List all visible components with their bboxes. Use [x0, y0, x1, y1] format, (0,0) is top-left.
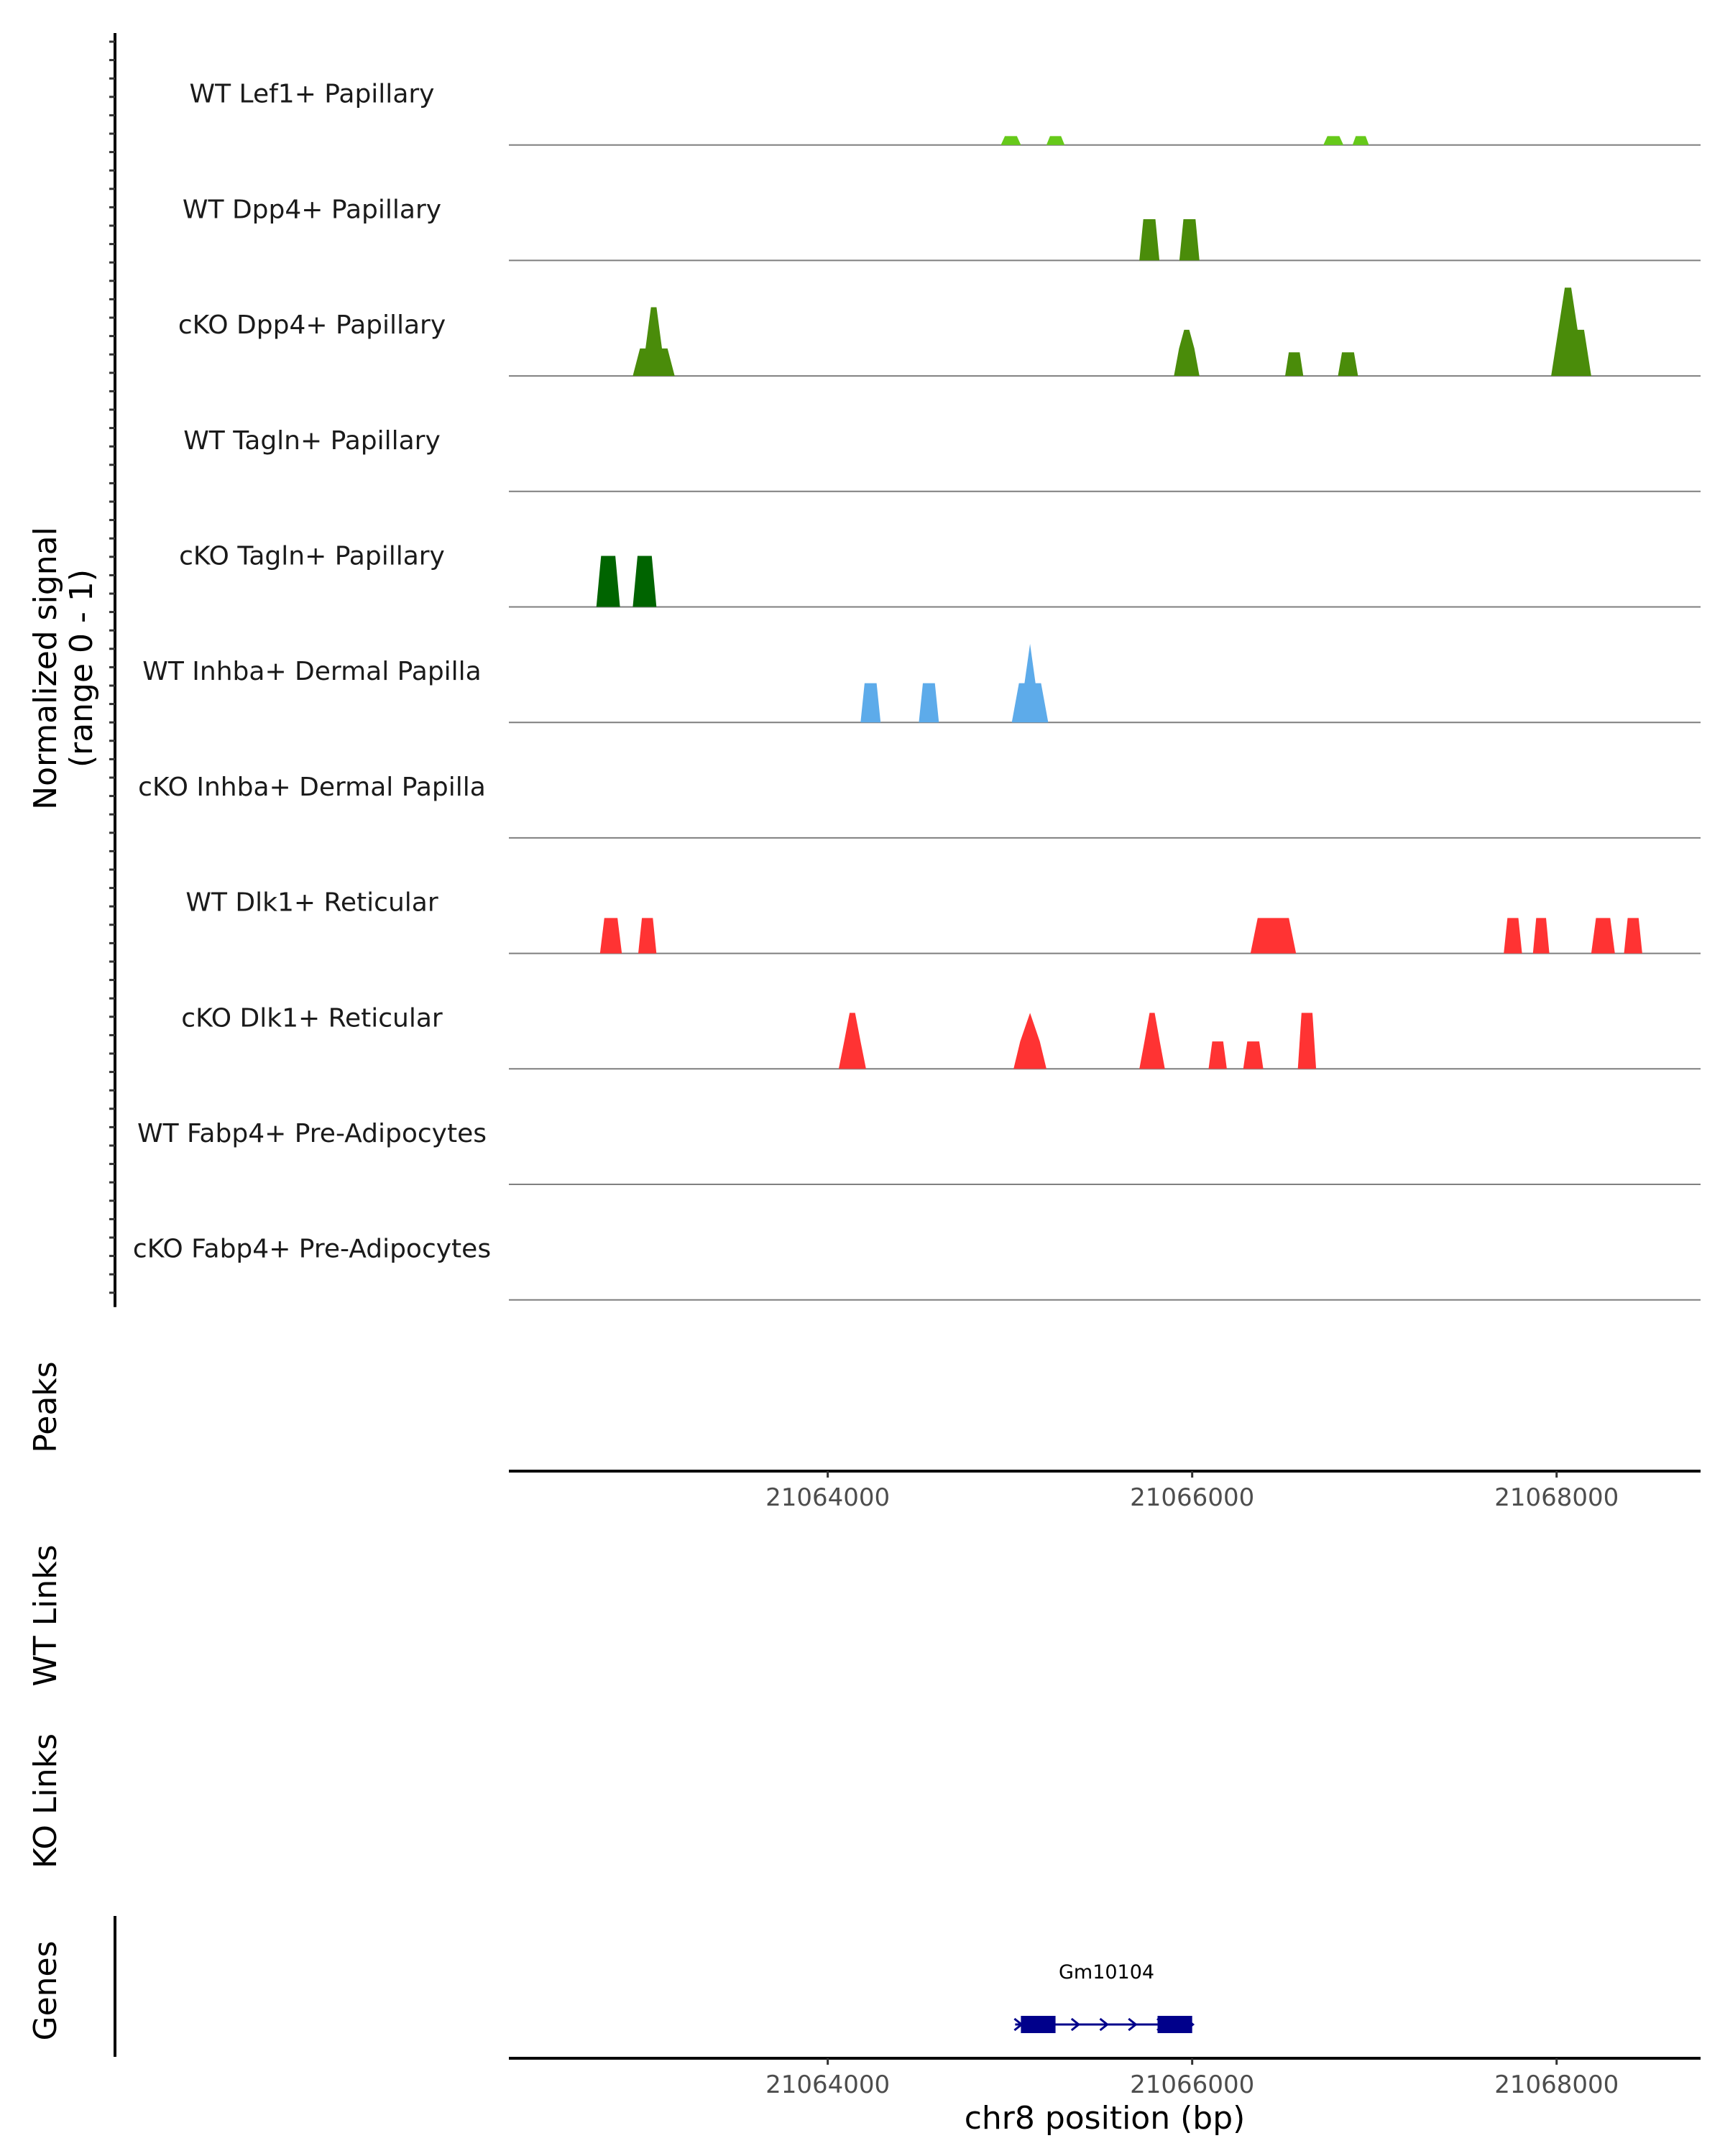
ko-links-track-label: KO Links	[27, 1733, 64, 1869]
wt-links-track-label: WT Links	[27, 1544, 64, 1686]
y-axis-title-line-1: Normalized signal	[27, 527, 64, 810]
coverage-peak	[1624, 918, 1642, 954]
coverage-peak	[1504, 918, 1522, 954]
coverage-peak	[638, 918, 657, 954]
peaks-track-label: Peaks	[27, 1361, 64, 1452]
coverage-peak	[1139, 1013, 1165, 1069]
x-axis-peaks: 21064000 21066000 21068000	[509, 1470, 1701, 1512]
coverage-peak	[1179, 219, 1200, 261]
y-axis-title-line-2: (range 0 - 1)	[63, 569, 100, 768]
coverage-peak	[1000, 136, 1021, 145]
coverage-peak	[599, 918, 622, 954]
strand-arrow	[1099, 2017, 1109, 2032]
gene-exon	[1157, 2016, 1192, 2033]
coverage-peak	[1011, 643, 1049, 723]
x-axis-bottom-tick-label: 21066000	[1130, 2070, 1254, 2099]
coverage-peak	[919, 683, 939, 723]
genes-track-label: Genes	[27, 1940, 64, 2040]
coverage-peak	[632, 307, 675, 377]
x-axis-top-tick-label: 21066000	[1130, 1483, 1254, 1512]
coverage-peak	[1046, 136, 1065, 145]
coverage-peak	[1174, 329, 1200, 377]
gene-name-label: Gm10104	[1059, 1961, 1154, 1984]
strand-arrow	[1070, 2017, 1081, 2032]
track-label: cKO Inhba+ Dermal Papilla	[138, 773, 486, 802]
track-label: WT Lef1+ Papillary	[190, 80, 435, 109]
coverage-peak	[1323, 136, 1344, 145]
track-label: WT Dlk1+ Reticular	[185, 888, 438, 918]
coverage-peak	[860, 683, 881, 723]
track-label: WT Tagln+ Papillary	[183, 426, 441, 456]
coverage-peak	[1243, 1041, 1264, 1069]
x-axis-bottom-tick-label: 21064000	[765, 2070, 890, 2099]
gene-models: Gm10104	[1013, 1961, 1195, 2033]
coverage-peak	[1208, 1041, 1227, 1069]
coverage-peak	[1352, 136, 1369, 145]
gene-exon	[1021, 2016, 1056, 2033]
y-axis	[109, 33, 116, 1307]
strand-arrow	[1128, 2017, 1138, 2032]
track-label: cKO Tagln+ Papillary	[179, 542, 445, 571]
coverage-peak	[1139, 219, 1160, 261]
coverage-peak	[838, 1013, 866, 1069]
coverage-peak	[1532, 918, 1550, 954]
track-label: cKO Dpp4+ Papillary	[178, 310, 446, 340]
coverage-peak	[1591, 918, 1615, 954]
coverage-peak	[1013, 1013, 1046, 1069]
coverage-peak	[1297, 1013, 1317, 1069]
coverage-peak	[1551, 287, 1591, 377]
x-axis-title: chr8 position (bp)	[965, 2100, 1246, 2137]
coverage-peak	[1285, 352, 1304, 377]
coverage-peak	[596, 556, 620, 607]
track-label: cKO Dlk1+ Reticular	[181, 1003, 443, 1033]
track-label: WT Dpp4+ Papillary	[183, 195, 441, 224]
coverage-peak	[1338, 352, 1358, 377]
coverage-peak	[632, 556, 657, 607]
track-label: WT Fabp4+ Pre-Adipocytes	[137, 1119, 487, 1148]
track-label: WT Inhba+ Dermal Papilla	[142, 657, 481, 686]
x-axis-genes: 21064000 21066000 21068000	[509, 2057, 1701, 2099]
x-axis-top-tick-label: 21064000	[765, 1483, 890, 1512]
coverage-tracks: WT Lef1+ Papillary WT Dpp4+ Papillary cKO …	[133, 80, 1701, 1301]
x-axis-top-tick-label: 21068000	[1494, 1483, 1619, 1512]
x-axis-bottom-tick-label: 21068000	[1494, 2070, 1619, 2099]
coverage-peak	[1250, 918, 1297, 954]
track-label: cKO Fabp4+ Pre-Adipocytes	[133, 1235, 491, 1264]
